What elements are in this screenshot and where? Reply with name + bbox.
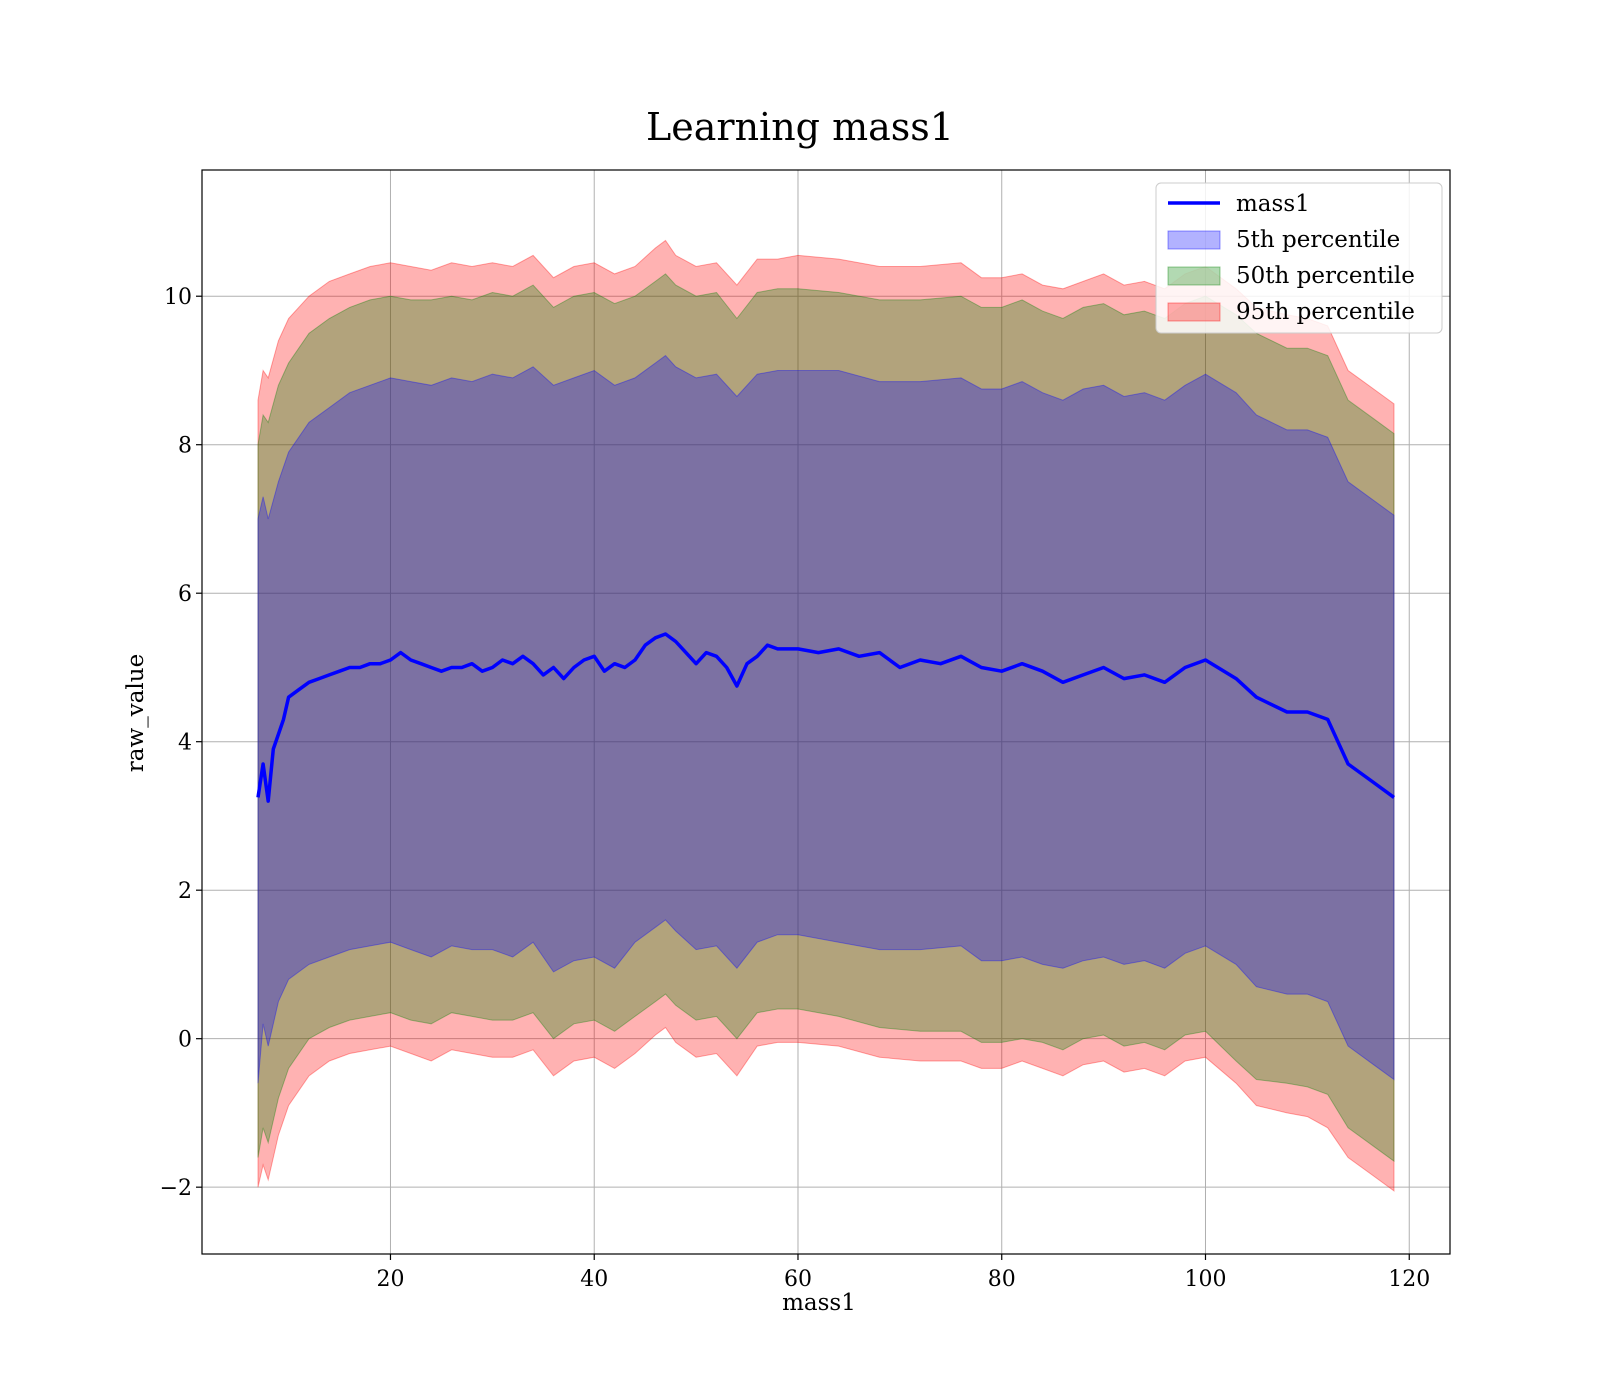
x-tick-label: 80 <box>988 1267 1016 1292</box>
y-ticks: −2 0 2 4 6 8 10 <box>160 285 202 1201</box>
x-tick-label: 40 <box>580 1267 608 1292</box>
legend: mass1 5th percentile 50th percentile 95th p… <box>1155 182 1443 334</box>
legend-entry-label: 95th percentile <box>1236 299 1415 325</box>
series-line-mass1 <box>256 632 1396 803</box>
legend-box <box>1155 182 1443 334</box>
x-ticks: 20 40 60 80 100 120 <box>376 1254 1430 1292</box>
series-lines <box>256 632 1396 803</box>
y-tick-label: 10 <box>164 285 192 310</box>
band-95th-percentile <box>257 239 1395 1192</box>
percentile-bands <box>257 239 1395 1192</box>
x-tick-label: 20 <box>376 1267 404 1292</box>
x-tick-label: 60 <box>784 1267 812 1292</box>
plot-frame <box>201 169 1451 1255</box>
y-tick-label: 0 <box>178 1028 192 1053</box>
x-tick-label: 120 <box>1388 1267 1430 1292</box>
y-axis-label: raw_value <box>123 654 149 772</box>
legend-entry-label: 5th percentile <box>1236 227 1400 253</box>
legend-entry-label: 50th percentile <box>1236 263 1415 289</box>
y-tick-label: 6 <box>178 582 192 607</box>
y-tick-label: 4 <box>178 731 192 756</box>
x-tick-label: 100 <box>1184 1267 1226 1292</box>
band-50th-percentile <box>257 273 1395 1163</box>
y-tick-label: 2 <box>178 879 192 904</box>
y-tick-label: 8 <box>178 434 192 459</box>
legend-entry-label: mass1 <box>1236 191 1310 217</box>
x-axis-label: mass1 <box>782 1290 856 1316</box>
y-tick-label: −2 <box>160 1176 192 1201</box>
legend-swatch-band <box>1167 266 1221 286</box>
legend-swatch-band <box>1167 302 1221 322</box>
legend-swatch-band <box>1167 230 1221 250</box>
band-5th-percentile <box>257 354 1395 1084</box>
chart-title: Learning mass1 <box>646 105 954 149</box>
